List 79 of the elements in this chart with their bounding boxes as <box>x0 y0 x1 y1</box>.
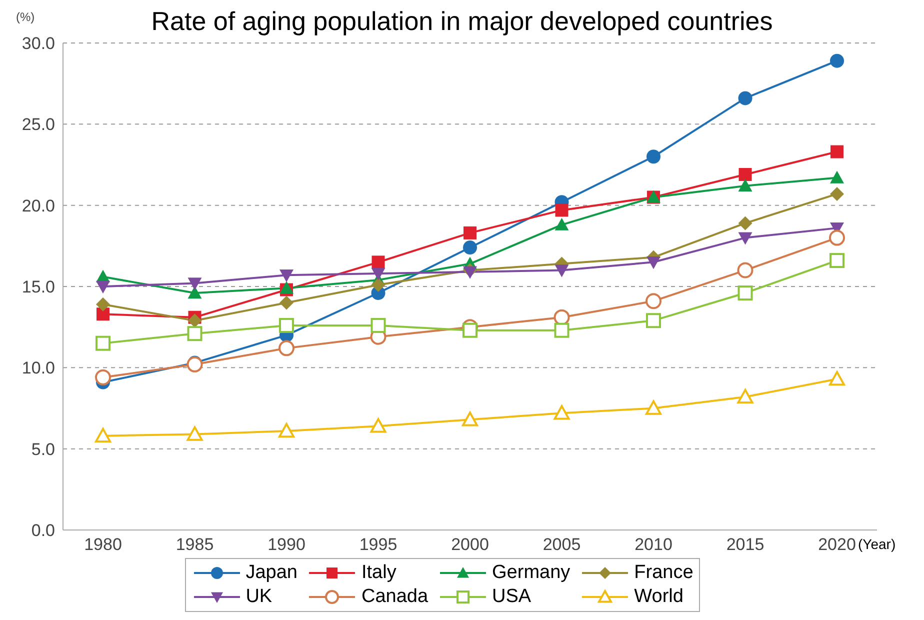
point <box>463 240 477 255</box>
point <box>280 281 294 294</box>
point <box>462 412 478 426</box>
y-tick-label: 15.0 <box>22 278 55 297</box>
x-tick-label: 2005 <box>542 535 581 554</box>
x-tick-label: 1980 <box>84 535 122 554</box>
point <box>830 145 844 158</box>
chart-title: Rate of aging population in major developed countries <box>151 6 773 36</box>
point <box>738 168 752 181</box>
point <box>96 297 110 312</box>
legend-label: UK <box>246 585 272 609</box>
x-tick-label: 1985 <box>176 535 214 554</box>
point <box>279 318 294 333</box>
point <box>554 405 570 420</box>
point <box>188 278 202 290</box>
legend-label: Canada <box>361 585 428 609</box>
point <box>738 285 753 300</box>
y-tick-label: 20.0 <box>22 196 55 216</box>
legend-label: Japan <box>246 561 298 585</box>
point <box>830 253 844 268</box>
point <box>646 313 661 328</box>
point <box>738 216 752 230</box>
point <box>554 218 569 230</box>
point <box>370 418 386 433</box>
point <box>96 308 110 321</box>
point <box>646 150 660 164</box>
point <box>463 266 477 279</box>
point <box>95 428 111 442</box>
point <box>738 232 752 245</box>
x-tick-label: 1995 <box>359 535 398 554</box>
point <box>737 388 754 404</box>
y-tick-label: 30.0 <box>22 34 55 54</box>
point <box>646 400 662 415</box>
point <box>464 226 476 240</box>
point <box>829 230 845 246</box>
point <box>555 204 568 217</box>
x-tick-label: 2015 <box>726 535 764 554</box>
point <box>278 340 294 356</box>
legend-label: France <box>634 561 694 585</box>
x-tick-label: 2010 <box>634 535 672 554</box>
legend-label: Italy <box>361 561 396 585</box>
x-tick-label: 2020 <box>818 535 856 554</box>
point <box>830 186 844 201</box>
y-tick-label: 10.0 <box>22 358 55 378</box>
point <box>830 54 844 68</box>
point <box>186 356 203 372</box>
x-axis-title: (Year) <box>858 536 896 552</box>
point <box>829 371 845 386</box>
legend-label: Germany <box>492 561 570 585</box>
point <box>371 268 386 281</box>
point <box>370 318 386 333</box>
point <box>278 422 294 438</box>
x-tick-label: 1990 <box>268 535 306 554</box>
point <box>462 322 478 338</box>
point <box>554 264 569 278</box>
point <box>280 270 294 282</box>
legend-label: World <box>634 585 684 609</box>
point <box>371 278 386 292</box>
point <box>95 369 111 386</box>
point <box>372 256 385 269</box>
point <box>187 326 202 342</box>
point <box>737 262 754 278</box>
point <box>830 170 844 184</box>
point <box>738 178 752 192</box>
point <box>96 280 110 294</box>
point <box>96 336 110 351</box>
point <box>554 322 570 338</box>
point <box>186 426 203 441</box>
y-tick-label: 25.0 <box>22 115 55 134</box>
y-tick-label: 0.0 <box>31 521 55 540</box>
point <box>280 296 294 310</box>
x-tick-label: 2000 <box>451 535 489 554</box>
y-tick-label: 5.0 <box>31 440 55 459</box>
point <box>646 293 662 310</box>
point <box>646 256 660 270</box>
legend-label: USA <box>492 585 532 609</box>
point <box>188 314 202 328</box>
y-axis-title: (%) <box>16 10 35 24</box>
point <box>738 91 752 106</box>
